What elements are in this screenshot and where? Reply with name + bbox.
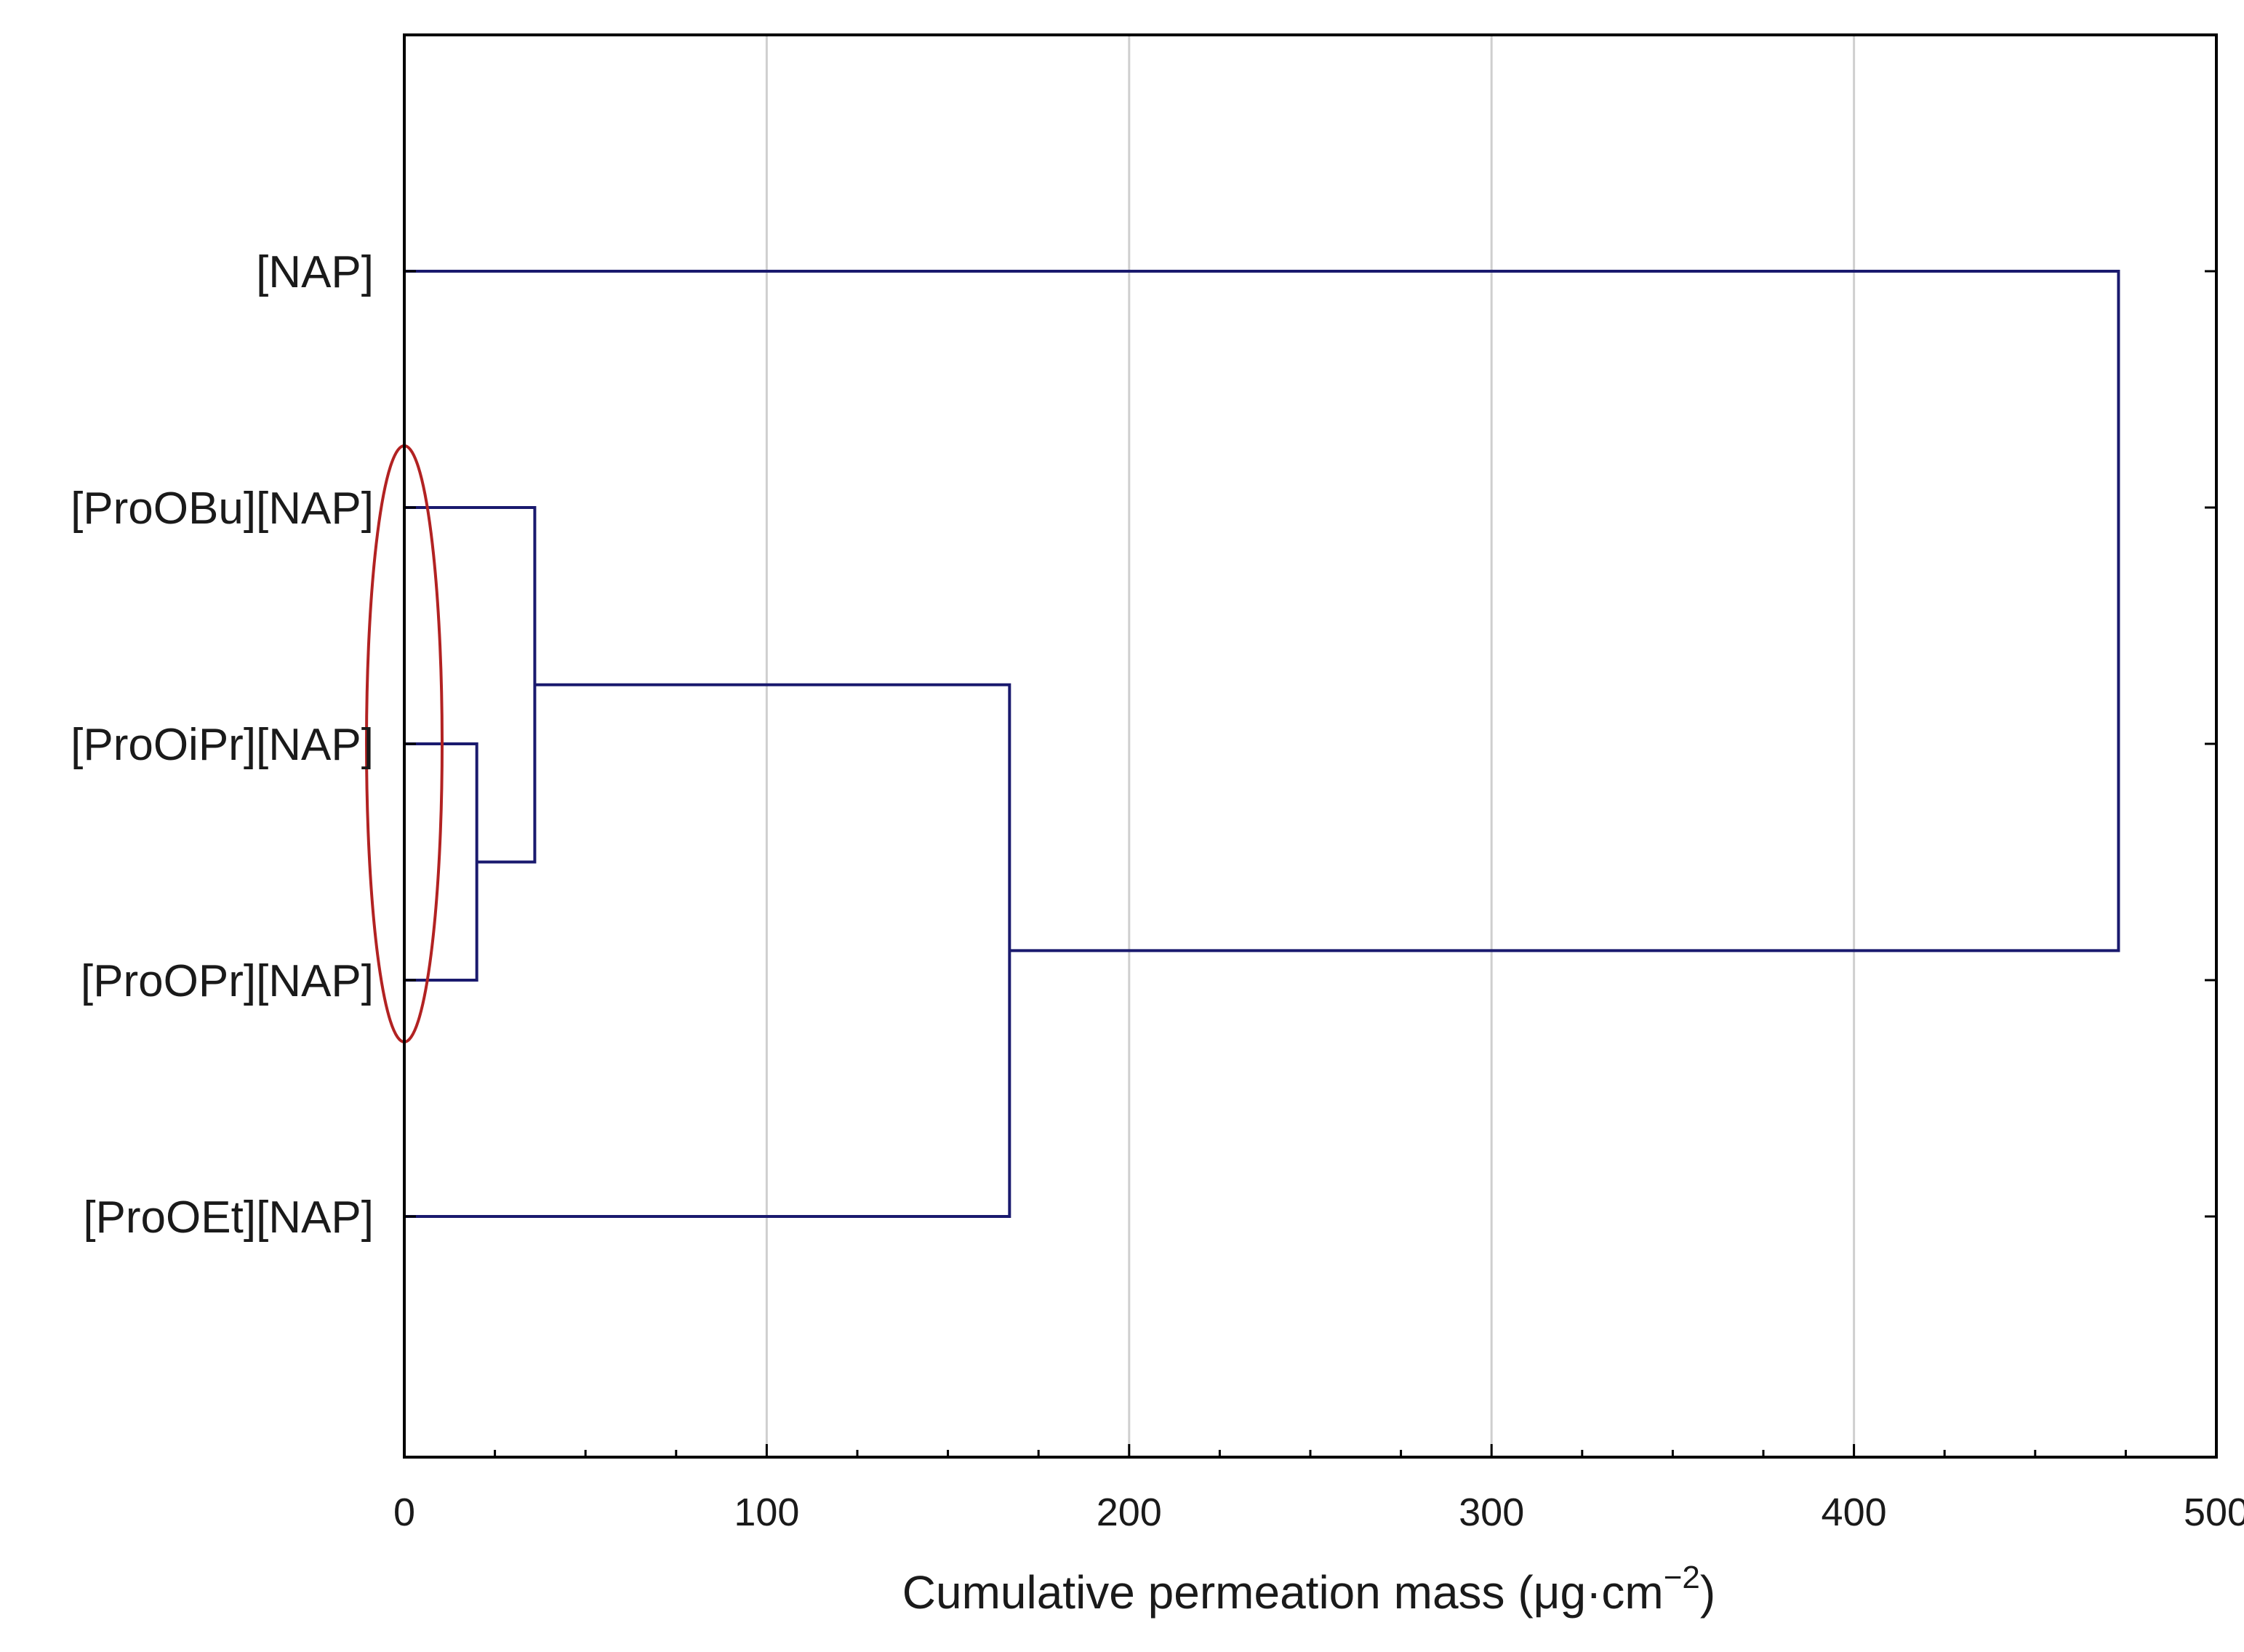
plot-frame (403, 33, 2218, 1459)
dendrogram-link-3 (404, 683, 1011, 1218)
leaf-label: [NAP] (256, 247, 374, 297)
x-tick-label-200: 200 (1097, 1491, 1162, 1534)
dendrogram-link-2 (404, 506, 537, 864)
x-tick-labels: 0 100 200 300 400 500 (393, 1491, 2244, 1534)
axis-ticks (403, 270, 2218, 1457)
x-axis-title-main: Cumulative permeation mass (μg·cm (902, 1566, 1664, 1619)
x-tick-label-100: 100 (734, 1491, 799, 1534)
x-tick-label-500: 500 (2184, 1491, 2244, 1534)
x-axis-title-superscript: −2 (1664, 1560, 1700, 1595)
x-axis-title-suffix: ) (1700, 1566, 1715, 1619)
x-tick-label-300: 300 (1459, 1491, 1524, 1534)
leaf-labels: [NAP] [ProOBu][NAP] [ProOiPr][NAP] [ProOPr]… (71, 247, 374, 1243)
dendrogram-link-4 (404, 270, 2120, 953)
leaf-label: [ProOEt][NAP] (83, 1192, 374, 1243)
grid-lines (765, 35, 1856, 1457)
leaf-label: [ProOPr][NAP] (81, 956, 374, 1006)
leaf-label: [ProOiPr][NAP] (71, 720, 374, 770)
dendrogram-links (404, 270, 2120, 1218)
leaf-label: [ProOBu][NAP] (71, 484, 374, 534)
x-axis-title: Cumulative permeation mass (μg·cm−2) (902, 1560, 1715, 1619)
x-tick-label-400: 400 (1822, 1491, 1887, 1534)
x-tick-label-0: 0 (393, 1491, 415, 1534)
